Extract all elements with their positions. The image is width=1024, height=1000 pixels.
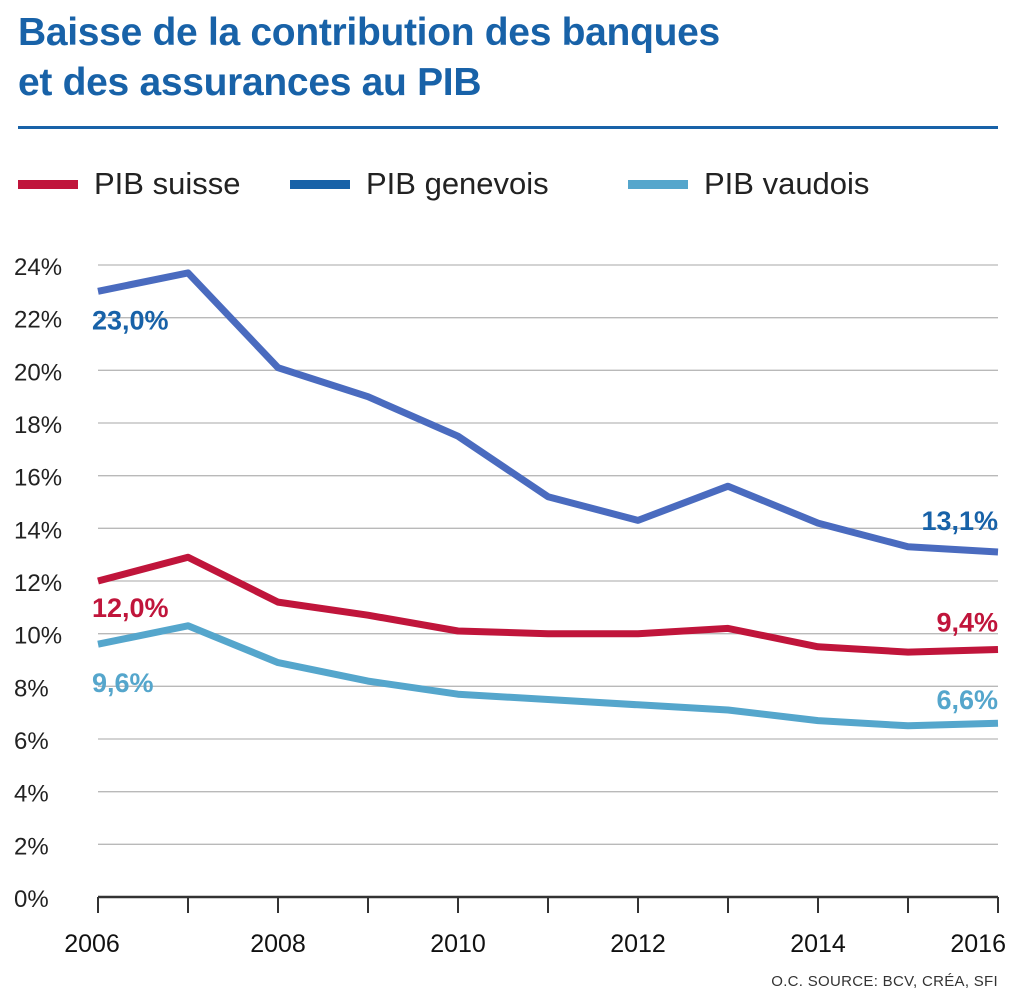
legend-label-pib-suisse: PIB suisse: [94, 166, 241, 201]
legend-swatch-pib-suisse: [18, 180, 78, 189]
chart-title-line-1: Baisse de la contribution des banques: [18, 11, 720, 54]
y-tick-label-0: 0%: [14, 886, 49, 913]
title-divider: [18, 126, 998, 129]
y-tick-label-18: 18%: [14, 412, 62, 439]
y-tick-label-20: 20%: [14, 359, 62, 386]
y-tick-label-8: 8%: [14, 675, 49, 702]
end-label-pib-vaudois: 6,6%: [936, 685, 998, 715]
y-tick-label-10: 10%: [14, 623, 62, 650]
series-line-pib-vaudois: [97, 622, 999, 730]
x-tick-label-2012: 2012: [610, 930, 666, 958]
y-tick-label-14: 14%: [14, 517, 62, 544]
x-tick-label-2010: 2010: [430, 930, 486, 958]
series-line-pib-suisse: [97, 553, 999, 656]
chart-title-line-2: et des assurances au PIB: [18, 61, 482, 104]
x-tick-label-2006: 2006: [64, 930, 120, 958]
chart-title: Baisse de la contribution des banques et…: [18, 8, 1008, 108]
y-tick-label-22: 22%: [14, 307, 62, 334]
y-tick-label-24: 24%: [14, 254, 62, 281]
source-note: O.C. SOURCE: BCV, CRÉA, SFI: [771, 973, 998, 990]
legend-swatch-pib-genevois: [290, 180, 350, 189]
start-label-pib-vaudois: 9,6%: [92, 668, 154, 698]
y-tick-label-6: 6%: [14, 728, 49, 755]
y-tick-label-16: 16%: [14, 465, 62, 492]
end-label-pib-genevois: 13,1%: [921, 506, 998, 536]
end-label-pib-suisse: 9,4%: [936, 607, 998, 637]
legend-swatch-pib-vaudois: [628, 180, 688, 189]
x-tick-label-2014: 2014: [790, 930, 846, 958]
x-tick-label-2008: 2008: [250, 930, 306, 958]
legend-label-pib-genevois: PIB genevois: [366, 166, 549, 201]
x-tick-label-2016: 2016: [950, 930, 1006, 958]
legend-label-pib-vaudois: PIB vaudois: [704, 166, 870, 201]
start-label-pib-suisse: 12,0%: [92, 593, 169, 623]
y-tick-label-4: 4%: [14, 781, 49, 808]
start-label-pib-genevois: 23,0%: [92, 305, 169, 335]
y-tick-label-2: 2%: [14, 833, 49, 860]
y-tick-label-12: 12%: [14, 570, 62, 597]
series-line-pib-genevois: [97, 269, 999, 556]
